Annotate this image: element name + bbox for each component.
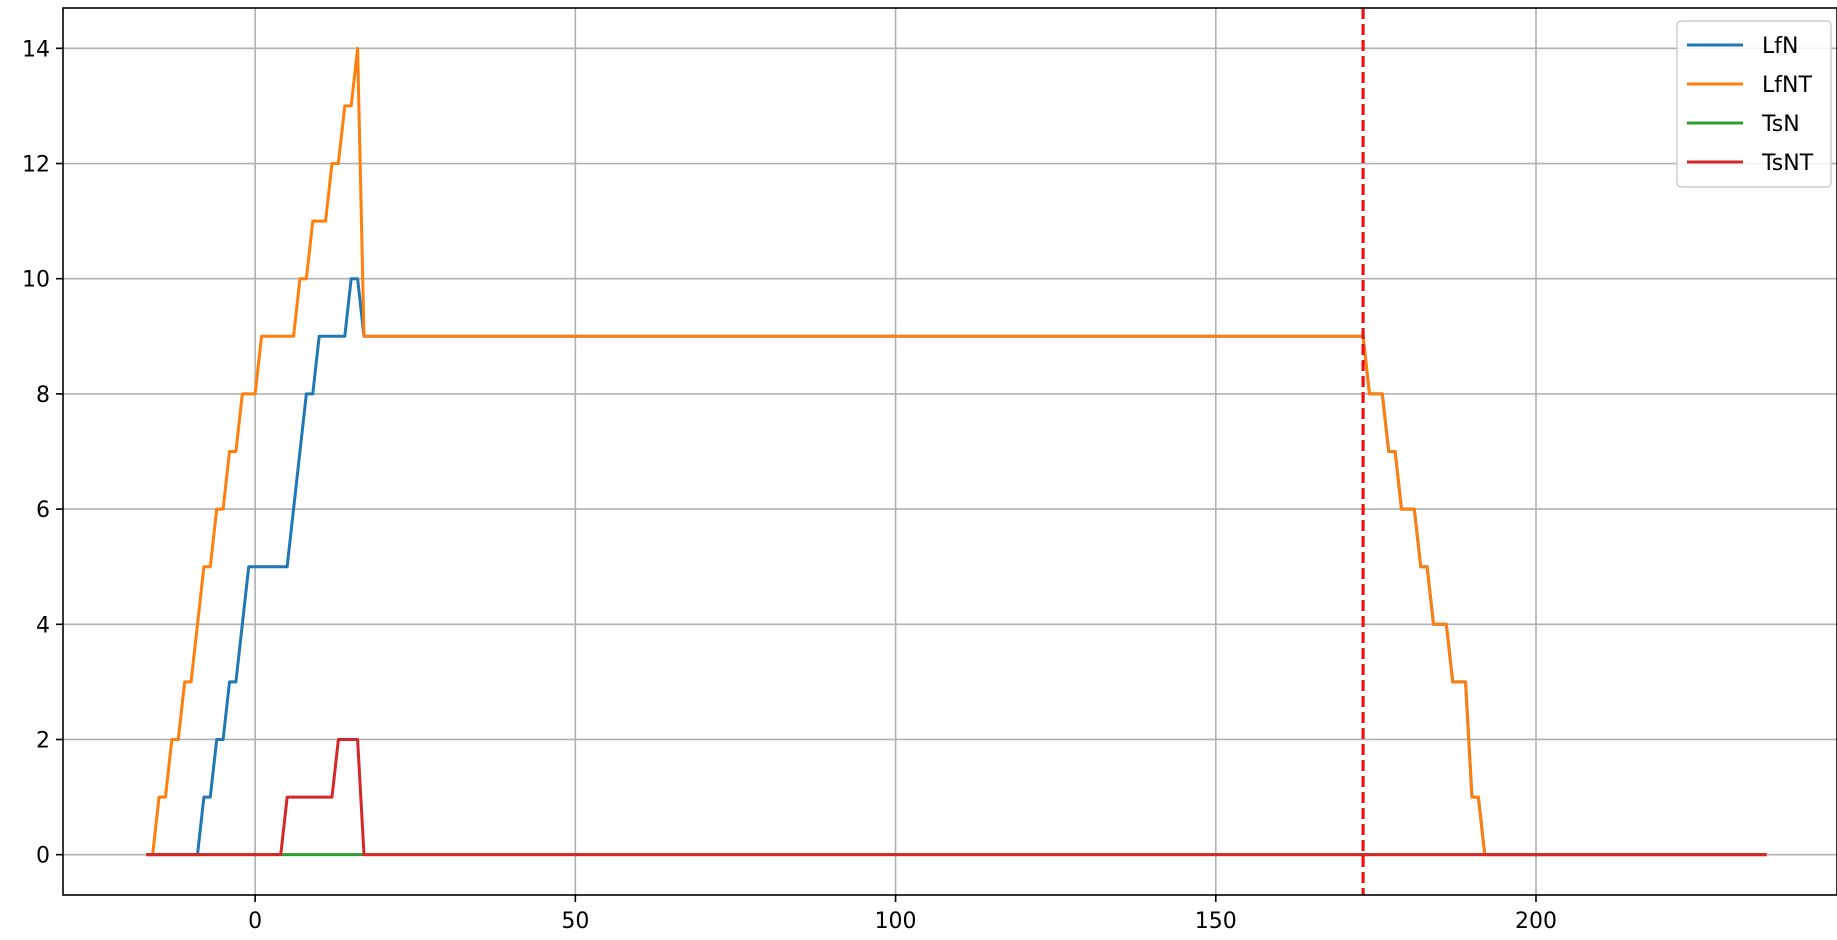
legend-box bbox=[1676, 20, 1832, 188]
y-tick-label: 0 bbox=[36, 844, 50, 869]
y-tick-label: 12 bbox=[22, 153, 50, 178]
x-tick-label: 50 bbox=[561, 909, 589, 934]
axis-ticks: 0 50 100 150 200 0 2 4 6 8 10 12 14 bbox=[22, 37, 1557, 934]
legend-label-tsnt: TsNT bbox=[1761, 151, 1814, 176]
series-lines bbox=[146, 46, 1767, 857]
x-tick-label: 150 bbox=[1195, 909, 1237, 934]
legend: LfN LfNT TsN TsNT bbox=[1676, 20, 1832, 188]
series-line-lfnt bbox=[146, 46, 1767, 857]
y-tick-label: 4 bbox=[36, 613, 50, 638]
legend-label-lfnt: LfNT bbox=[1762, 73, 1812, 98]
legend-label-tsn: TsN bbox=[1761, 112, 1800, 137]
series-line-tsnt bbox=[146, 737, 1767, 857]
x-tick-label: 200 bbox=[1515, 909, 1557, 934]
y-tick-label: 10 bbox=[22, 268, 50, 293]
y-tick-label: 6 bbox=[36, 498, 50, 523]
legend-label-lfn: LfN bbox=[1762, 34, 1798, 59]
plot-frame bbox=[62, 7, 1837, 896]
x-tick-label: 100 bbox=[875, 909, 917, 934]
y-tick-label: 8 bbox=[36, 383, 50, 408]
y-tick-label: 14 bbox=[22, 37, 50, 62]
y-tick-label: 2 bbox=[36, 728, 50, 753]
x-tick-label: 0 bbox=[248, 909, 262, 934]
